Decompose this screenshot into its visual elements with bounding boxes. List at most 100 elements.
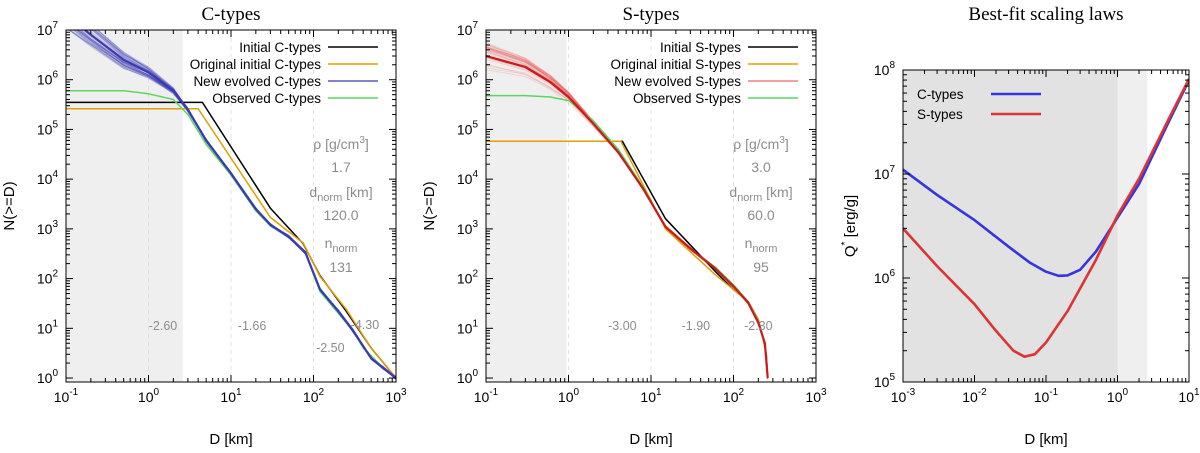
x-tick-exp: 1 [236,387,242,398]
x-tick-exp: -1 [1049,387,1058,398]
x-tick-label: 103 [805,387,827,405]
note-nnorm-value: 131 [329,259,353,275]
x-tick-base: 10 [558,389,574,405]
x-tick-label: 101 [220,387,242,405]
x-tick-label: 10-1 [1034,387,1059,405]
x-tick-exp: -1 [69,387,78,398]
y-tick-label: 107 [874,164,896,182]
panel-title: Best-fit scaling laws [968,4,1123,25]
legend-label: Initial C-types [239,40,321,55]
note-nnorm-sub: norm [332,243,357,255]
x-tick-label: 100 [558,387,580,405]
x-tick-base: 10 [1107,389,1123,405]
y-tick-label: 104 [37,169,59,187]
x-tick-label: 102 [723,387,745,405]
x-tick-label: 102 [303,387,325,405]
y-tick-label: 101 [457,318,479,336]
x-tick-exp: 0 [1123,387,1129,398]
y-tick-base: 10 [457,221,473,237]
x-tick-base: 10 [220,389,236,405]
y-tick-base: 10 [37,221,53,237]
y-tick-exp: 3 [472,219,478,230]
legend-label: Original initial C-types [190,57,322,72]
y-tick-label: 107 [37,20,59,38]
x-tick-exp: 3 [401,387,407,398]
y-tick-label: 108 [874,60,896,78]
x-tick-label: 10-1 [474,387,499,405]
slope-label: -3.00 [608,319,637,333]
x-tick-label: 100 [1107,387,1129,405]
x-tick-exp: -2 [978,387,987,398]
y-tick-exp: 7 [52,20,58,31]
y-tick-exp: 4 [52,169,58,180]
x-axis-label: D [km] [1024,431,1067,448]
x-tick-exp: 0 [154,387,160,398]
y-tick-base: 10 [874,166,890,182]
y-tick-base: 10 [457,121,473,137]
legend: C-types S-types [917,87,1041,122]
legend: Initial C-types Original initial C-types N… [190,40,378,106]
note-nnorm-label: nnorm [745,235,778,255]
y-tick-label: 105 [874,372,896,390]
y-tick-label: 105 [37,119,59,137]
y-tick-label: 100 [37,368,59,386]
panel-title: S-types [623,4,680,25]
y-tick-exp: 0 [472,368,478,379]
x-tick-base: 10 [474,389,490,405]
y-tick-base: 10 [37,320,53,336]
y-tick-base: 10 [37,370,53,386]
x-tick-exp: -1 [489,387,498,398]
y-tick-exp: 5 [889,372,895,383]
y-tick-label: 101 [37,318,59,336]
note-dnorm-sub: norm [737,192,762,204]
x-tick-label: 101 [640,387,662,405]
y-tick-exp: 6 [52,70,58,81]
y-tick-exp: 8 [889,60,895,71]
panel-c: 10-1 100 101 102 103100101102103104105106107… [1,4,407,448]
x-tick-exp: 2 [739,387,745,398]
legend-label: New evolved C-types [193,74,321,89]
x-axis-label: D [km] [629,431,672,448]
x-tick-base: 10 [303,389,319,405]
plot-area [486,30,769,382]
y-tick-label: 106 [874,268,896,286]
y-tick-label: 103 [457,219,479,237]
note-rho-label: ρ [g/cm3] [733,135,789,152]
note-dnorm-value: 60.0 [747,207,774,223]
x-tick-base: 10 [723,389,739,405]
y-tick-base: 10 [457,370,473,386]
y-tick-exp: 7 [472,20,478,31]
y-tick-label: 106 [457,70,479,88]
y-tick-label: 100 [457,368,479,386]
x-tick-base: 10 [962,389,978,405]
slope-label: -1.66 [238,319,267,333]
panel-s: 10-1 100 101 102 103100101102103104105106107… [421,4,827,448]
y-tick-exp: 2 [472,269,478,280]
x-tick-base: 10 [891,389,907,405]
y-tick-exp: 5 [472,119,478,130]
x-tick-label: 100 [138,387,160,405]
y-axis-label-unit: [erg/g] [842,195,859,242]
y-tick-label: 102 [457,269,479,287]
note-rho-close: ] [365,136,369,152]
note-dnorm-value: 120.0 [323,207,358,223]
legend-label: Observed C-types [212,91,321,106]
y-tick-base: 10 [37,271,53,287]
slope-label: -4.30 [351,318,380,332]
x-tick-base: 10 [1034,389,1050,405]
y-axis-label: N(>=D) [421,181,438,230]
plot-area [66,30,396,382]
legend-label: Observed S-types [633,91,741,106]
note-nnorm-sub: norm [752,243,777,255]
slope-label: -1.90 [682,319,711,333]
note-rho-sup: 3 [359,135,365,146]
x-tick-label: 103 [385,387,407,405]
y-tick-label: 102 [37,269,59,287]
note-nnorm-label: nnorm [325,235,358,255]
legend-label: Original initial S-types [610,57,741,72]
note-rho-close: ] [785,136,789,152]
y-tick-base: 10 [874,270,890,286]
y-tick-label: 104 [457,169,479,187]
